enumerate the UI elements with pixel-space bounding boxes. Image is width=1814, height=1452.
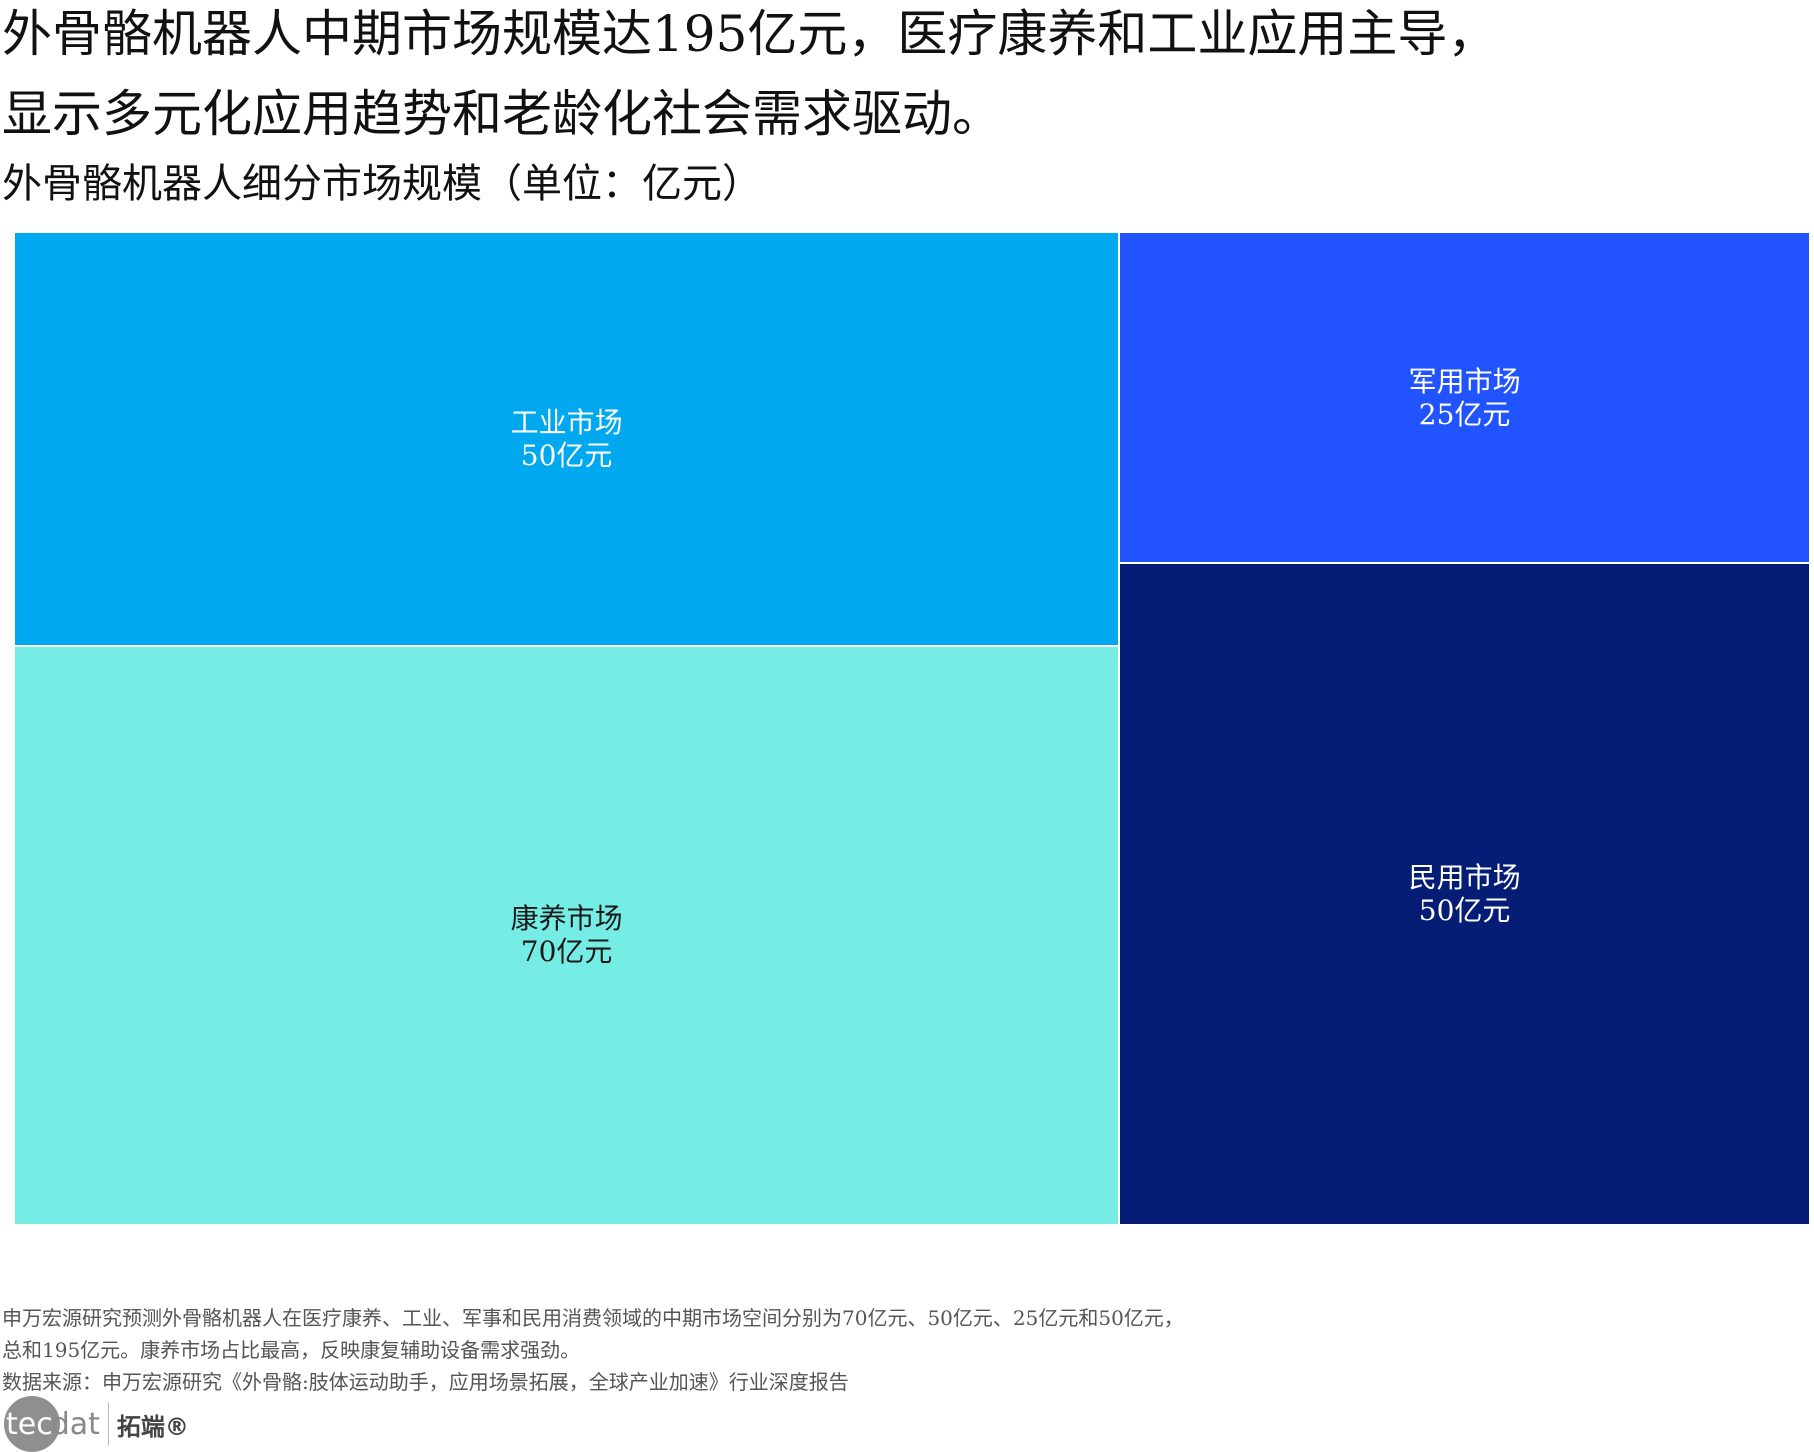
treemap-tile: 军用市场 25亿元 (1119, 232, 1810, 563)
chart-title-line2: 显示多元化应用趋势和老龄化社会需求驱动。 (2, 85, 1002, 143)
tile-name-label: 军用市场 (1408, 364, 1521, 398)
logo-text-tec: tec (6, 1406, 53, 1442)
tile-name-label: 康养市场 (510, 902, 623, 936)
footnote-line1: 申万宏源研究预测外骨骼机器人在医疗康养、工业、军事和民用消费领域的中期市场空间分… (2, 1306, 1184, 1330)
footnote-line2: 总和195亿元。康养市场占比最高，反映康复辅助设备需求强劲。 (2, 1338, 581, 1362)
tile-name-label: 民用市场 (1408, 861, 1521, 894)
tile-value-label: 50亿元 (520, 438, 613, 472)
tile-value-label: 50亿元 (1418, 894, 1511, 927)
tile-name-label: 工业市场 (510, 405, 623, 439)
tile-value-label: 25亿元 (1418, 397, 1511, 431)
logo-circle (4, 1396, 60, 1452)
source-note: 数据来源：申万宏源研究《外骨骼:肢体运动助手，应用场景拓展，全球产业加速》行业深… (2, 1370, 849, 1394)
treemap-tile: 民用市场 50亿元 (1119, 563, 1810, 1225)
logo-divider (107, 1402, 109, 1446)
logo-text-dat: dat (50, 1406, 100, 1442)
logo-brand-cn: 拓端® (116, 1412, 189, 1441)
chart-subtitle: 外骨骼机器人细分市场规模（单位：亿元） (2, 161, 762, 207)
tile-value-label: 70亿元 (520, 935, 613, 969)
tecdat-logo: tec dat 拓端® (4, 1396, 189, 1452)
treemap-tile: 康养市场 70亿元 (14, 645, 1120, 1225)
treemap: 工业市场 50亿元 康养市场 70亿元 军用市场 25亿元 民用市场 50亿元 (14, 232, 1810, 1225)
chart-title-line1: 外骨骼机器人中期市场规模达195亿元，医疗康养和工业应用主导， (2, 5, 1498, 63)
treemap-tile: 工业市场 50亿元 (14, 232, 1120, 646)
